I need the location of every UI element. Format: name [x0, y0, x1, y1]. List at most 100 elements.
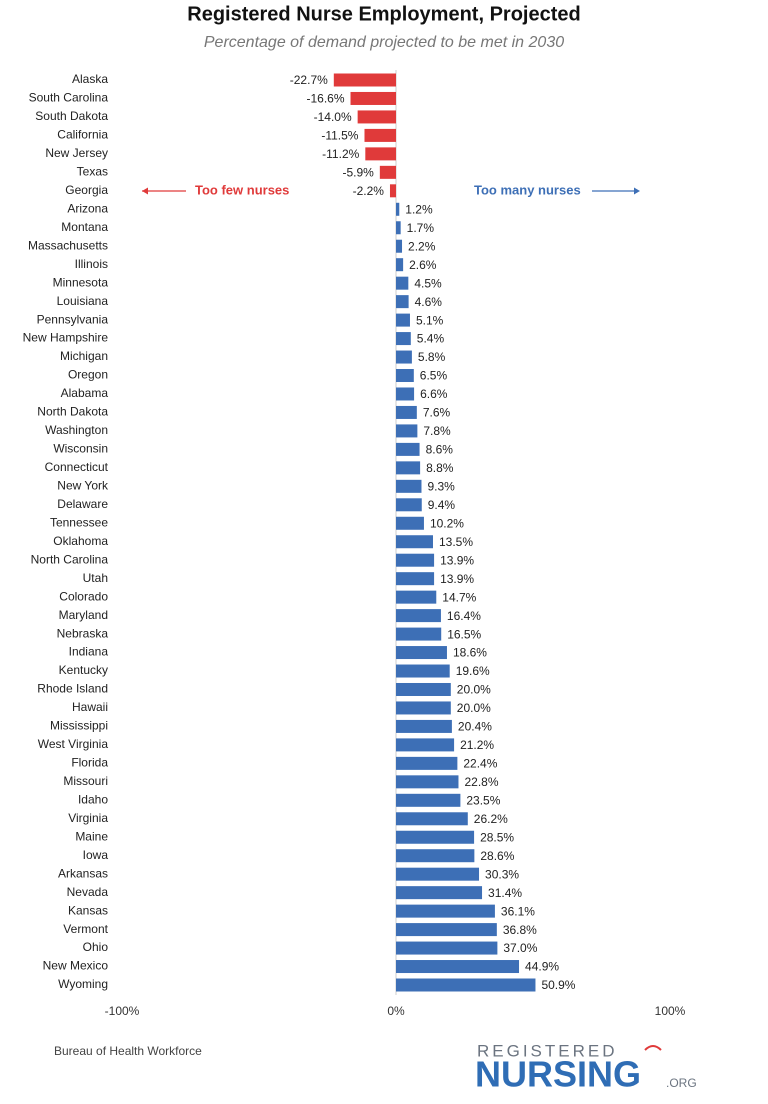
y-tick-label: Arkansas	[58, 866, 108, 880]
bar	[396, 516, 424, 530]
y-tick-label: New Mexico	[43, 959, 109, 973]
bar	[365, 147, 396, 161]
value-label: 22.4%	[463, 757, 497, 771]
bar	[396, 719, 452, 733]
value-label: 4.5%	[414, 276, 442, 290]
value-label: -11.2%	[322, 147, 359, 161]
bar	[396, 295, 409, 309]
bar	[396, 332, 411, 346]
value-label: 5.4%	[417, 332, 445, 346]
y-tick-label: Rhode Island	[37, 682, 108, 696]
y-tick-label: South Dakota	[35, 109, 108, 123]
x-tick-label: 0%	[387, 1004, 405, 1018]
bar	[396, 350, 412, 364]
value-label: 16.4%	[447, 609, 481, 623]
y-tick-label: Hawaii	[72, 700, 108, 714]
bar	[396, 886, 483, 900]
bar	[396, 442, 420, 456]
logo: REGISTERED NURSING .ORG	[475, 1041, 697, 1094]
bar	[396, 461, 421, 475]
value-label: 10.2%	[430, 516, 464, 530]
value-label: 20.4%	[458, 720, 492, 734]
arrow-head	[142, 187, 148, 195]
y-tick-label: Kentucky	[59, 663, 108, 677]
y-tick-label: Georgia	[65, 183, 108, 197]
bar	[333, 73, 396, 87]
y-tick-label: Michigan	[60, 349, 108, 363]
y-tick-label: Indiana	[69, 645, 109, 659]
value-label: 37.0%	[503, 941, 537, 955]
x-tick-label: 100%	[655, 1004, 686, 1018]
value-label: 4.6%	[415, 295, 443, 309]
bar	[396, 904, 495, 918]
y-tick-label: New Hampshire	[23, 331, 109, 345]
bar	[396, 572, 435, 586]
value-label: -22.7%	[290, 73, 328, 87]
y-tick-label: Maryland	[59, 608, 108, 622]
y-tick-label: Alabama	[61, 386, 109, 400]
value-label: 8.8%	[426, 461, 454, 475]
y-tick-label: Nevada	[67, 885, 109, 899]
bar	[396, 590, 437, 604]
value-label: 6.5%	[420, 369, 448, 383]
logo-suffix: .ORG	[666, 1076, 697, 1090]
value-label: -14.0%	[314, 110, 352, 124]
value-label: 2.6%	[409, 258, 437, 272]
bar	[396, 369, 414, 383]
y-tick-label: Tennessee	[50, 515, 108, 529]
bar	[396, 775, 459, 789]
bar	[396, 258, 404, 272]
y-tick-label: Louisiana	[57, 294, 109, 308]
value-label: 20.0%	[457, 683, 491, 697]
chart-title: Registered Nurse Employment, Projected	[187, 3, 580, 25]
value-label: 2.2%	[408, 239, 436, 253]
chart-subtitle: Percentage of demand projected to be met…	[204, 34, 564, 51]
y-tick-label: Texas	[77, 165, 108, 179]
value-label: 1.7%	[407, 221, 435, 235]
bar	[396, 923, 497, 937]
annotations: Too few nurses Too many nurses	[142, 182, 640, 197]
bar	[396, 535, 433, 549]
bar	[396, 960, 520, 974]
logo-top: REGISTERED	[477, 1041, 618, 1060]
y-tick-label: Idaho	[78, 792, 108, 806]
bar	[396, 276, 409, 290]
value-label: 8.6%	[426, 443, 454, 457]
y-tick-label: California	[57, 128, 108, 142]
bar	[396, 701, 451, 715]
value-label: 26.2%	[474, 812, 508, 826]
value-label: 28.6%	[480, 849, 514, 863]
value-label: 1.2%	[405, 202, 433, 216]
value-label: 9.4%	[428, 498, 456, 512]
annotation: Too few nurses	[195, 182, 289, 197]
bar	[396, 793, 461, 807]
y-tick-label: Colorado	[59, 589, 108, 603]
bar	[396, 609, 441, 623]
y-tick-label: Missouri	[63, 774, 108, 788]
y-tick-label: Kansas	[68, 903, 108, 917]
bar	[396, 830, 475, 844]
y-tick-label: Massachusetts	[28, 238, 108, 252]
y-tick-label: Oklahoma	[53, 534, 108, 548]
value-label: 18.6%	[453, 646, 487, 660]
y-tick-label: Montana	[61, 220, 108, 234]
y-tick-label: Pennsylvania	[37, 312, 109, 326]
bar	[396, 646, 447, 660]
bar	[396, 849, 475, 863]
bar	[396, 978, 536, 992]
bar	[350, 91, 396, 105]
bar	[396, 202, 400, 216]
value-label: 13.9%	[440, 553, 474, 567]
bar	[396, 867, 480, 881]
y-tick-label: Florida	[71, 756, 108, 770]
bar	[396, 239, 403, 253]
value-label: 36.1%	[501, 904, 535, 918]
bar	[396, 221, 401, 235]
y-tick-label: Oregon	[68, 368, 108, 382]
value-label: 5.1%	[416, 313, 444, 327]
y-tick-label: Arizona	[67, 201, 108, 215]
logo-cap	[644, 1045, 662, 1051]
annotation: Too many nurses	[474, 182, 581, 197]
bar	[396, 812, 468, 826]
value-label: 13.5%	[439, 535, 473, 549]
